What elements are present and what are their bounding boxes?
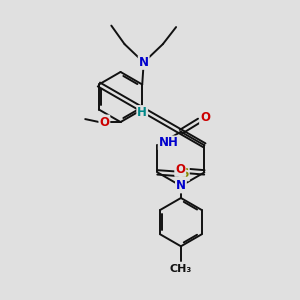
Text: CH₃: CH₃ — [170, 264, 192, 274]
Text: H: H — [137, 106, 147, 119]
Text: O: O — [200, 111, 210, 124]
Text: S: S — [180, 167, 189, 180]
Text: NH: NH — [159, 136, 178, 149]
Text: O: O — [99, 116, 110, 128]
Text: N: N — [176, 179, 186, 192]
Text: N: N — [139, 56, 149, 69]
Text: O: O — [175, 163, 185, 176]
